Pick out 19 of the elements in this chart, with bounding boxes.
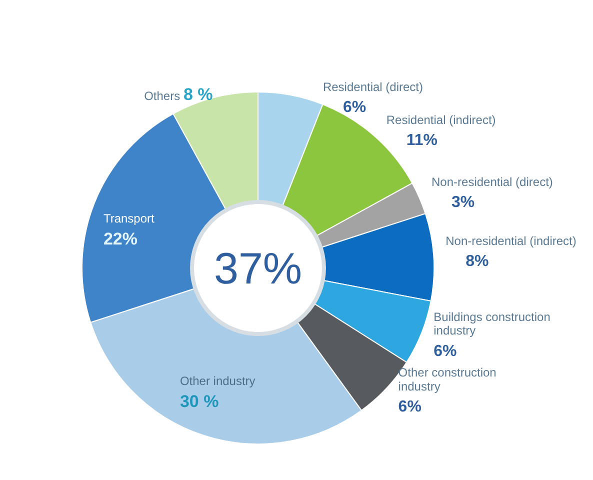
slice-label: Other construction industry xyxy=(398,365,496,394)
data-label: 8% xyxy=(466,252,489,270)
slice-label: Others xyxy=(144,89,180,103)
slice-label: Other industry xyxy=(180,374,256,388)
data-label: 6% xyxy=(434,342,457,360)
slice-label: Buildings construction industry xyxy=(434,310,550,338)
data-label: 22% xyxy=(103,230,138,249)
data-label: 11% xyxy=(406,132,438,149)
text: 37% xyxy=(214,244,302,294)
data-label: 8 % xyxy=(183,85,213,104)
slice-label: Non-residential (indirect) xyxy=(446,234,576,248)
data-label: 6% xyxy=(398,398,422,416)
slice-label: Residential (direct) xyxy=(322,80,424,94)
slice-label: Non-residential (direct) xyxy=(432,175,553,190)
slice-label: Transport xyxy=(103,212,156,226)
data-label: 3% xyxy=(452,194,475,212)
data-label: 30 % xyxy=(180,392,219,412)
slice-label: Residential (indirect) xyxy=(386,112,496,127)
data-label: 6% xyxy=(342,99,366,116)
